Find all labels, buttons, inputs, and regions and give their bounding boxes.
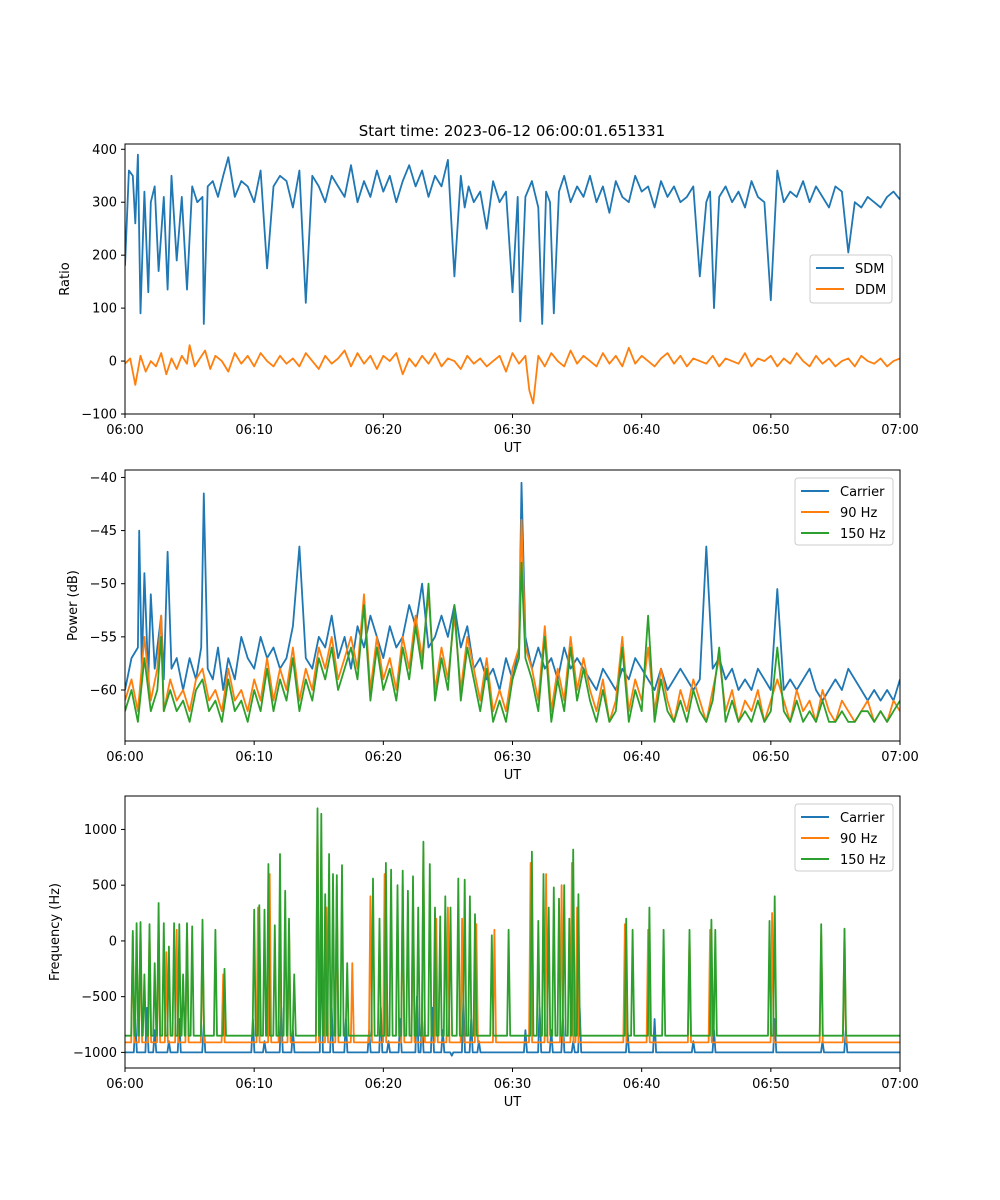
series-line-150-hz: [125, 807, 900, 1037]
legend-label: SDM: [855, 262, 884, 277]
x-axis-label: UT: [504, 768, 522, 783]
y-tick-label: 1000: [84, 823, 117, 838]
x-tick-label: 06:40: [623, 750, 660, 765]
x-tick-label: 07:00: [881, 423, 918, 438]
y-tick-label: −55: [90, 630, 117, 645]
legend-label: 150 Hz: [840, 853, 886, 868]
legend-label: 90 Hz: [840, 832, 877, 847]
x-tick-label: 06:00: [106, 750, 143, 765]
series-group: [125, 481, 900, 723]
x-tick-label: 06:00: [106, 1077, 143, 1092]
y-tick-label: 400: [92, 143, 117, 158]
x-tick-label: 06:40: [623, 1077, 660, 1092]
y-tick-label: 500: [92, 879, 117, 894]
figure-title: Start time: 2023-06-12 06:00:01.651331: [359, 122, 665, 140]
x-tick-label: 06:10: [235, 1077, 272, 1092]
x-tick-label: 06:20: [365, 1077, 402, 1092]
x-tick-label: 06:40: [623, 423, 660, 438]
y-axis-label: Frequency (Hz): [48, 883, 63, 981]
series-line-150-hz: [125, 561, 900, 723]
y-tick-label: −500: [81, 990, 117, 1005]
y-tick-label: 300: [92, 196, 117, 211]
legend-label: DDM: [855, 283, 886, 298]
legend: Carrier 90 Hz 150 Hz: [794, 803, 894, 872]
legend-label: 150 Hz: [840, 527, 886, 542]
series-group: [125, 807, 900, 1057]
y-tick-label: 100: [92, 302, 117, 317]
x-tick-label: 06:20: [365, 423, 402, 438]
y-tick-label: −45: [90, 524, 117, 539]
series-line-carrier: [125, 481, 900, 702]
series-line-ddm: [125, 344, 900, 405]
x-tick-label: 06:50: [752, 423, 789, 438]
panels: 06:00 06:10 06:20 06:30 06:40 06:50 07:00−1000…: [48, 143, 919, 1110]
x-tick-label: 06:20: [365, 750, 402, 765]
y-tick-label: −40: [90, 471, 117, 486]
x-tick-label: 06:00: [106, 423, 143, 438]
x-tick-label: 06:30: [494, 750, 531, 765]
x-tick-label: 06:10: [235, 423, 272, 438]
y-tick-label: −100: [81, 408, 117, 423]
legend-label: Carrier: [840, 811, 885, 826]
y-axis-label: Power (dB): [66, 570, 81, 641]
series-line-90-hz: [125, 519, 900, 723]
legend-label: Carrier: [840, 485, 885, 500]
series-line-sdm: [125, 153, 900, 325]
y-tick-label: 0: [109, 934, 117, 949]
x-tick-label: 06:10: [235, 750, 272, 765]
legend-box: [794, 477, 894, 546]
legend-label: 90 Hz: [840, 506, 877, 521]
x-tick-label: 06:30: [494, 423, 531, 438]
y-tick-label: −1000: [73, 1046, 117, 1061]
y-tick-label: −50: [90, 577, 117, 592]
x-axis-label: UT: [504, 1095, 522, 1110]
legend-box: [794, 803, 894, 872]
chart-panel-1: 06:00 06:10 06:20 06:30 06:40 06:50 07:00 −100 0…: [58, 143, 919, 456]
legend: SDM DDM: [809, 254, 893, 304]
x-tick-label: 06:50: [752, 750, 789, 765]
y-axis-label: Ratio: [58, 262, 73, 295]
series-group: [125, 153, 900, 405]
series-line-carrier: [125, 928, 900, 1057]
x-axis-label: UT: [504, 441, 522, 456]
y-tick-label: −60: [90, 683, 117, 698]
chart-panel-3: 06:00 06:10 06:20 06:30 06:40 06:50 07:00 −1000…: [48, 795, 919, 1110]
y-tick-label: 200: [92, 249, 117, 264]
x-tick-label: 06:50: [752, 1077, 789, 1092]
x-tick-label: 07:00: [881, 1077, 918, 1092]
x-tick-label: 07:00: [881, 750, 918, 765]
x-tick-label: 06:30: [494, 1077, 531, 1092]
chart-panel-2: 06:00 06:10 06:20 06:30 06:40 06:50 07:00 −60 −5…: [66, 469, 919, 783]
y-tick-label: 0: [109, 355, 117, 370]
legend: Carrier 90 Hz 150 Hz: [794, 477, 894, 546]
